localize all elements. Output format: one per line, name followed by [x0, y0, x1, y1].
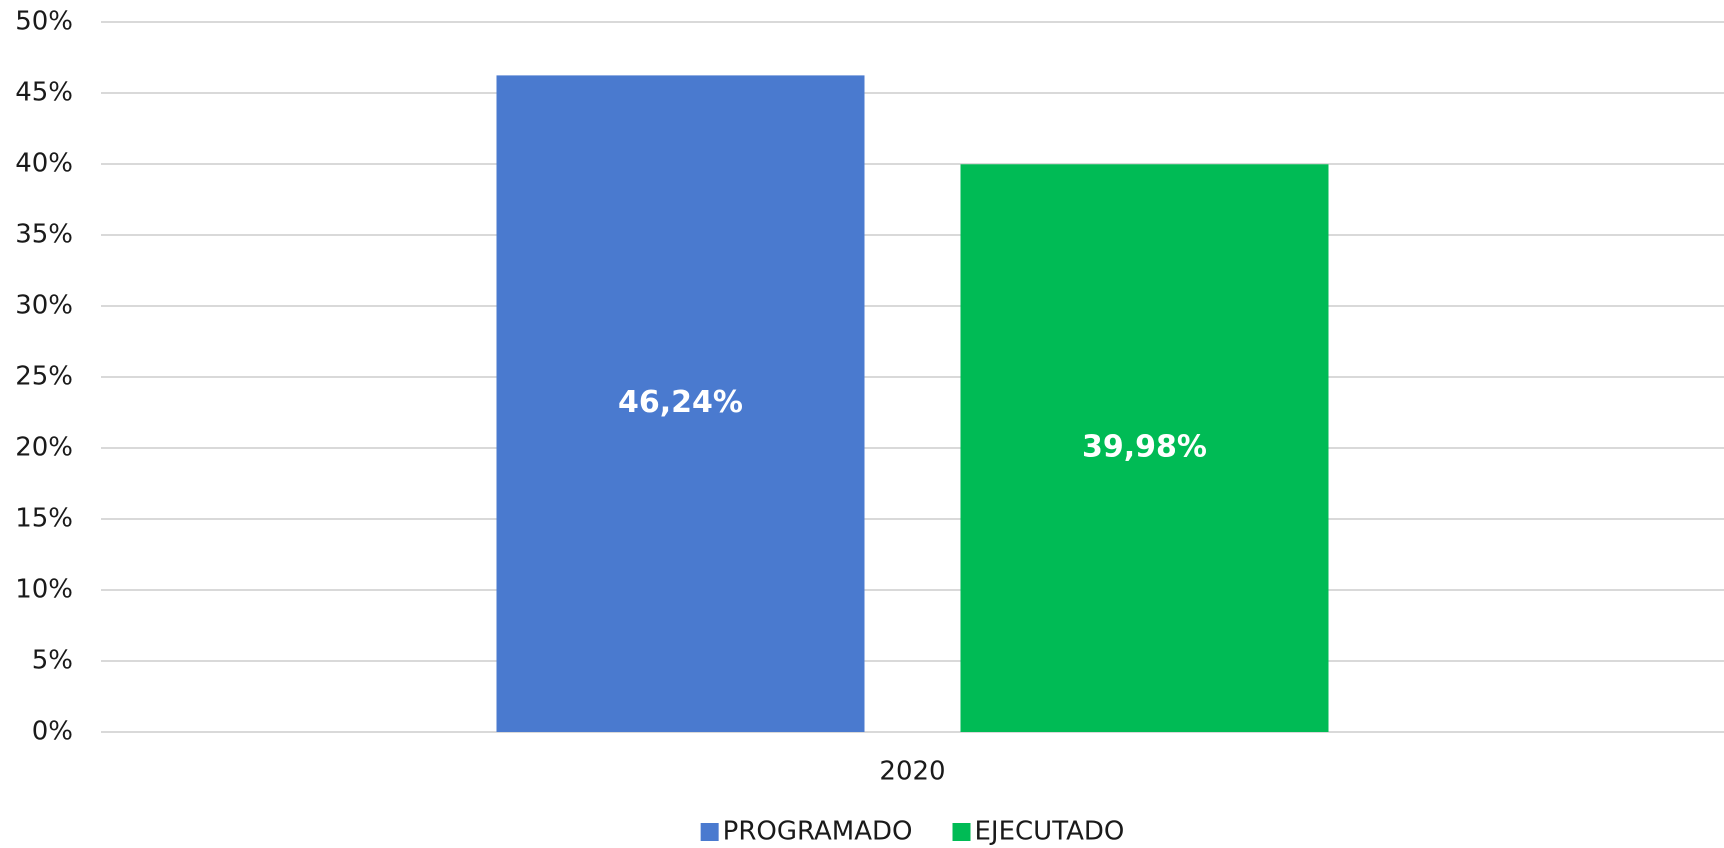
y-tick-label: 5% — [32, 646, 73, 676]
legend-label: PROGRAMADO — [723, 817, 913, 847]
y-tick-label: 50% — [15, 7, 73, 37]
y-tick-label: 30% — [15, 291, 73, 321]
legend-swatch — [700, 823, 719, 841]
y-tick-label: 0% — [32, 717, 73, 747]
y-tick-label: 45% — [15, 78, 73, 108]
y-tick-label: 10% — [15, 575, 73, 605]
y-tick-label: 20% — [15, 433, 73, 463]
bar — [496, 75, 865, 733]
data-label: 39,98% — [1082, 430, 1207, 465]
legend-label: EJECUTADO — [975, 817, 1125, 847]
legend-swatch — [952, 823, 971, 841]
data-label: 46,24% — [618, 385, 743, 420]
x-tick-label: 2020 — [879, 757, 945, 787]
y-tick-label: 15% — [15, 504, 73, 534]
y-tick-label: 35% — [15, 220, 73, 250]
y-tick-label: 40% — [15, 149, 73, 179]
y-tick-label: 25% — [15, 362, 73, 392]
bar — [960, 164, 1329, 732]
